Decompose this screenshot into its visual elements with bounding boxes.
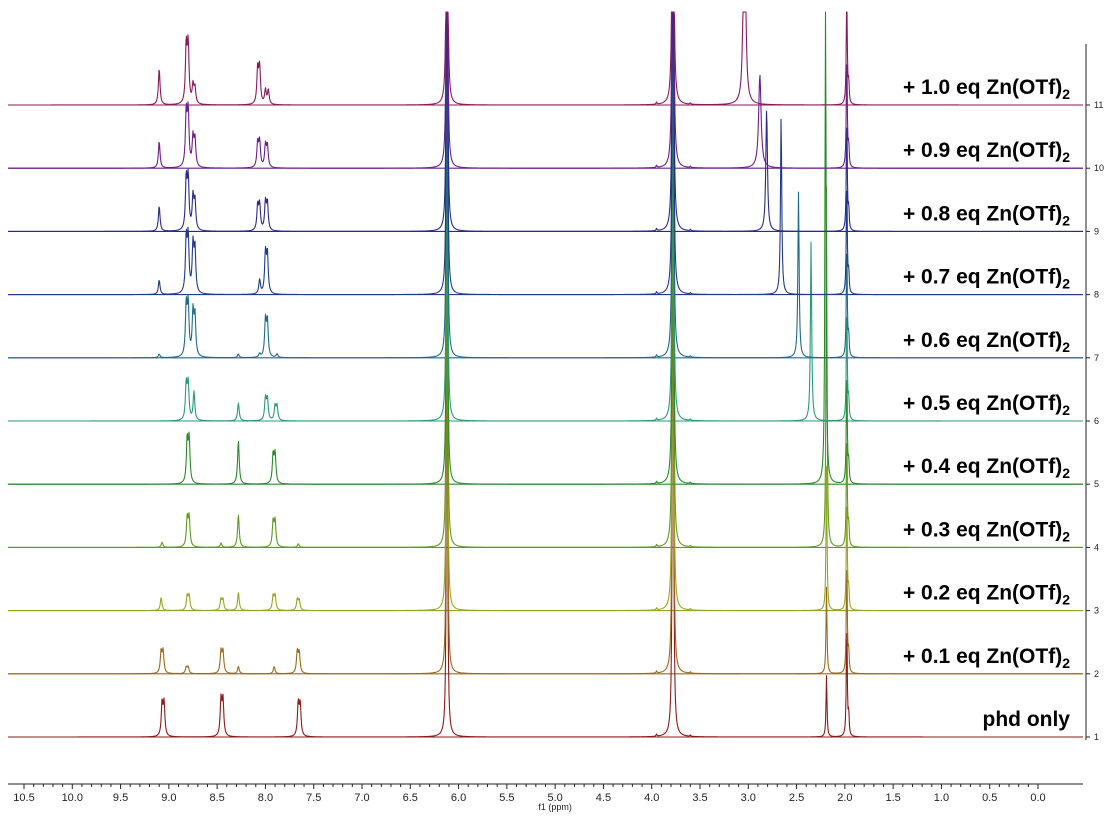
trace-label-main-8: + 0.8 eq Zn(OTf)	[903, 202, 1062, 225]
trace-label-sub-6: 2	[1062, 339, 1070, 355]
x-axis-tick-label-5.5: 5.5	[499, 792, 514, 804]
trace-label-main-10: + 1.0 eq Zn(OTf)	[903, 76, 1062, 99]
trace-3	[7, 11, 1084, 548]
trace-label-sub-2: 2	[1062, 592, 1070, 608]
x-axis-tick-label-5.0: 5.0	[547, 792, 562, 804]
x-axis-tick-label-6.0: 6.0	[451, 792, 466, 804]
x-axis-tick-label-1.5: 1.5	[885, 792, 900, 804]
trace-label-4: + 0.4 eq Zn(OTf)2	[903, 455, 1070, 481]
trace-label-sub-4: 2	[1062, 465, 1070, 481]
x-axis-tick-label-0.5: 0.5	[982, 792, 997, 804]
trace-label-main-9: + 0.9 eq Zn(OTf)	[903, 139, 1062, 162]
right-axis-tick-label-10: 10	[1094, 163, 1104, 173]
trace-10	[7, 11, 1084, 106]
trace-label-main-7: + 0.7 eq Zn(OTf)	[903, 266, 1062, 289]
trace-label-7: + 0.7 eq Zn(OTf)2	[903, 266, 1070, 292]
trace-label-2: + 0.2 eq Zn(OTf)2	[903, 582, 1070, 608]
trace-label-10: + 1.0 eq Zn(OTf)2	[903, 76, 1070, 102]
right-axis-tick-label-3: 3	[1094, 606, 1099, 616]
x-axis-tick-label-10.0: 10.0	[62, 792, 83, 804]
x-axis-tick-label-7.5: 7.5	[306, 792, 321, 804]
right-axis-tick-label-6: 6	[1094, 416, 1099, 426]
trace-label-9: + 0.9 eq Zn(OTf)2	[903, 139, 1070, 165]
trace-2	[7, 11, 1084, 612]
right-axis-tick-label-11: 11	[1094, 100, 1103, 110]
x-axis-tick-label-7.0: 7.0	[354, 792, 369, 804]
trace-label-5: + 0.5 eq Zn(OTf)2	[903, 392, 1070, 418]
trace-label-0: phd only	[983, 708, 1071, 731]
x-axis-tick-label-8.5: 8.5	[209, 792, 224, 804]
x-axis-tick-label-3.0: 3.0	[741, 792, 756, 804]
right-axis-tick-label-8: 8	[1094, 290, 1099, 300]
x-axis-tick-label-4.5: 4.5	[596, 792, 611, 804]
trace-label-3: + 0.3 eq Zn(OTf)2	[903, 518, 1070, 544]
trace-label-sub-9: 2	[1062, 149, 1070, 165]
trace-label-sub-7: 2	[1062, 276, 1070, 292]
trace-5	[7, 11, 1084, 422]
trace-label-main-0: phd only	[983, 708, 1071, 731]
trace-9	[7, 11, 1084, 169]
trace-label-8: + 0.8 eq Zn(OTf)2	[903, 202, 1070, 228]
right-axis-tick-label-7: 7	[1094, 353, 1099, 363]
x-axis-tick-label-3.5: 3.5	[692, 792, 707, 804]
trace-label-sub-1: 2	[1062, 655, 1070, 671]
x-axis-tick-label-9.5: 9.5	[113, 792, 128, 804]
trace-6	[7, 11, 1084, 359]
trace-label-sub-5: 2	[1062, 402, 1070, 418]
trace-label-sub-3: 2	[1062, 528, 1070, 544]
trace-label-sub-10: 2	[1062, 86, 1070, 102]
x-axis-tick-label-6.5: 6.5	[403, 792, 418, 804]
x-axis-tick-label-8.0: 8.0	[258, 792, 273, 804]
trace-0	[7, 19, 1084, 738]
trace-labels-group: phd only+ 0.1 eq Zn(OTf)2+ 0.2 eq Zn(OTf…	[903, 76, 1070, 731]
x-axis-tick-label-0.0: 0.0	[1030, 792, 1045, 804]
right-axis-tick-label-1: 1	[1094, 732, 1099, 742]
trace-8	[7, 11, 1084, 232]
trace-label-main-4: + 0.4 eq Zn(OTf)	[903, 455, 1062, 478]
x-axis-tick-label-2.0: 2.0	[837, 792, 852, 804]
right-axis-tick-label-5: 5	[1094, 479, 1099, 489]
trace-label-6: + 0.6 eq Zn(OTf)2	[903, 329, 1070, 355]
x-axis-title: f1 (ppm)	[538, 802, 572, 812]
x-axis-tick-label-9.0: 9.0	[161, 792, 176, 804]
right-axis-tick-label-2: 2	[1094, 669, 1099, 679]
trace-label-main-3: + 0.3 eq Zn(OTf)	[903, 518, 1062, 541]
trace-1	[7, 11, 1084, 675]
trace-4	[7, 11, 1084, 485]
x-axis-tick-label-1.0: 1.0	[934, 792, 949, 804]
x-axis-tick-label-4.0: 4.0	[644, 792, 659, 804]
traces-group	[7, 11, 1084, 738]
trace-label-1: + 0.1 eq Zn(OTf)2	[903, 645, 1070, 671]
trace-7	[7, 11, 1084, 296]
trace-label-sub-8: 2	[1062, 212, 1070, 228]
trace-label-main-2: + 0.2 eq Zn(OTf)	[903, 582, 1062, 605]
trace-label-main-6: + 0.6 eq Zn(OTf)	[903, 329, 1062, 352]
right-axis-tick-label-9: 9	[1094, 226, 1099, 236]
x-axis-tick-label-10.5: 10.5	[13, 792, 34, 804]
right-axis-group: 1 2 3 4 5 6 7 8 9 10 11	[1085, 44, 1104, 742]
x-axis-group: 10.5 10.0 9.5 9.0 8.5 8.0 7.5 7.0 6.5 6.0 5.5 5.0 4.…	[8, 783, 1083, 812]
trace-label-main-1: + 0.1 eq Zn(OTf)	[903, 645, 1062, 668]
trace-label-main-5: + 0.5 eq Zn(OTf)	[903, 392, 1062, 415]
right-axis-tick-label-4: 4	[1094, 542, 1099, 552]
x-axis-tick-label-2.5: 2.5	[789, 792, 804, 804]
